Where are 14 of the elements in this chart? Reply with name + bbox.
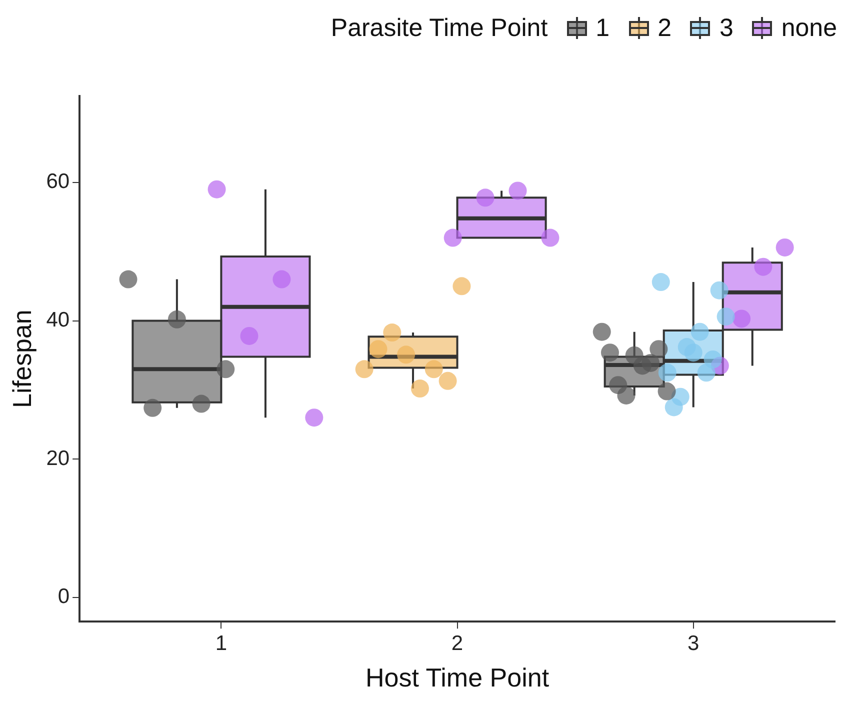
x-axis-title: Host Time Point (366, 662, 550, 693)
x-tick-label: 2 (451, 632, 464, 655)
y-tick-label: 0 (58, 585, 70, 608)
y-axis-title: Lifespan (6, 310, 37, 408)
y-tick-label: 20 (46, 446, 70, 470)
y-tick-label: 60 (46, 170, 70, 194)
x-tick-label: 3 (688, 632, 700, 655)
x-tick-label: 1 (215, 632, 228, 655)
legend-label: none (781, 14, 837, 42)
legend-label: 2 (658, 14, 672, 42)
legend-label: 3 (719, 14, 734, 42)
legend-title: Parasite Time Point (330, 14, 548, 42)
legend-label: 1 (596, 14, 610, 42)
y-tick-label: 40 (46, 308, 70, 332)
